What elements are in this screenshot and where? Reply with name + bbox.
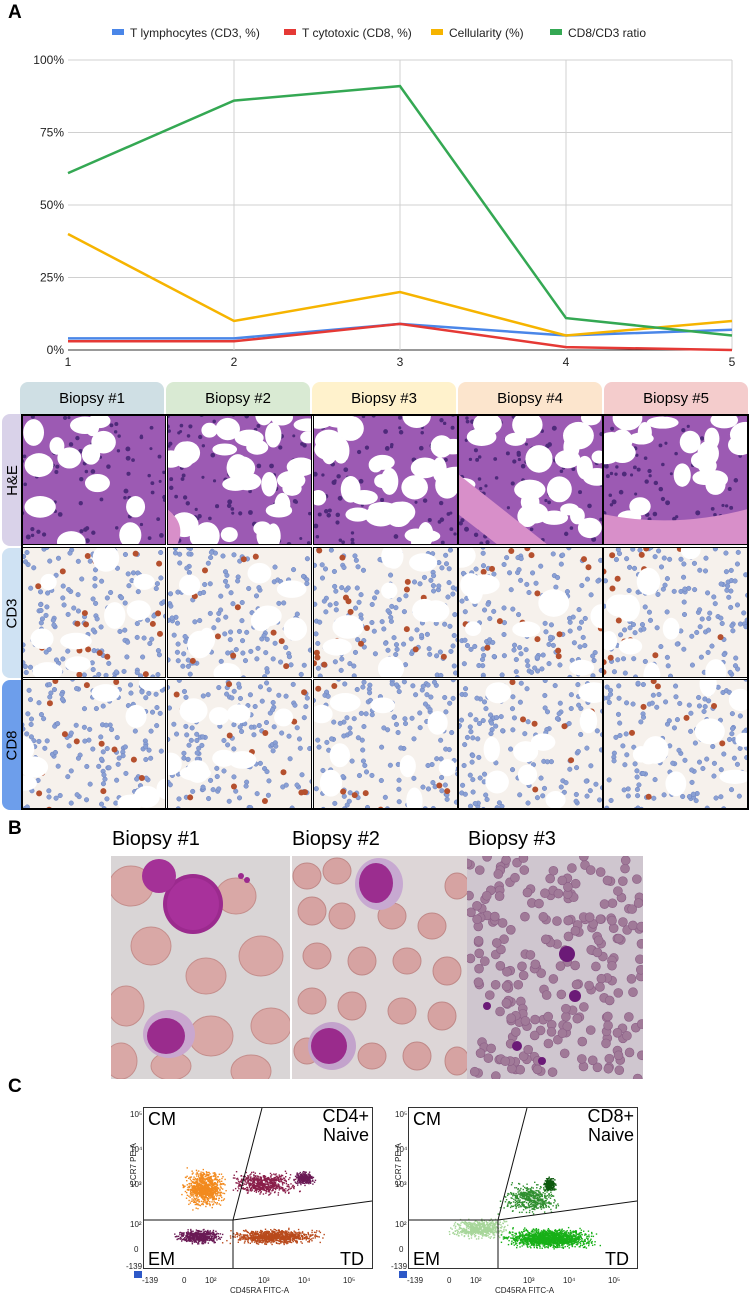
cd8-y-tick-4: 10⁴ [395,1145,408,1154]
cd4-y-tick-3: 10³ [130,1180,142,1189]
flow-plot-cd8: CM CD8+ Naive EM TD [408,1107,638,1269]
y-tick-label: 25% [40,271,64,285]
grid-outline [21,414,749,810]
cd4-x-tick-5: 10⁵ [343,1276,356,1285]
legend-label: Cellularity (%) [449,26,524,40]
x-tick-label: 2 [231,355,238,369]
legend-label: T lymphocytes (CD3, %) [130,26,260,40]
cd4-y-tick-neg: -139 [126,1262,143,1271]
histology-tile-cd8-1 [21,679,166,810]
biopsy-header-1: Biopsy #1 [20,382,164,414]
cd8-y-tick-neg: -139 [391,1262,408,1271]
cd4-x-tick-3: 10³ [258,1276,270,1285]
biopsy-header-5: Biopsy #5 [604,382,748,414]
cd8-x-tick-3: 10³ [523,1276,535,1285]
cd8-x-axis-label: CD45RA FITC-A [495,1286,555,1295]
cd4-y-tick-0: 0 [134,1245,139,1254]
cd8-cm-label: CM [413,1109,441,1129]
cd8-x-tick-neg: -139 [407,1276,424,1285]
y-tick-label: 75% [40,126,64,140]
row-label-he: H&E [2,414,22,546]
smear-label-3: Biopsy #3 [468,828,556,850]
x-tick-label: 1 [65,355,72,369]
cd8-x-tick-4: 10⁴ [563,1276,576,1285]
cd4-x-tick-2: 10² [205,1276,217,1285]
smear-label-1: Biopsy #1 [112,828,200,850]
legend-label: CD8/CD3 ratio [568,26,646,40]
chart-series [67,84,733,352]
series-line [67,84,733,337]
cd8-naive-label: CD8+ Naive [587,1107,634,1145]
histology-tile-cd3-2 [167,547,312,678]
histology-tile-cd3-1 [21,547,166,678]
cd8-y-tick-2: 10² [395,1220,407,1229]
histology-tile-he-2 [167,414,312,545]
smear-image-3 [467,856,643,1079]
y-tick-label: 0% [47,343,65,357]
y-tick-label: 100% [33,53,64,67]
legend-swatch [431,29,443,35]
cd8-y-tick-0: 0 [399,1245,404,1254]
cd4-td-label: TD [340,1249,364,1269]
smear-image-2 [292,856,467,1079]
cd4-naive-label: CD4+ Naive [322,1107,369,1145]
row-label-cd3: CD3 [2,548,22,678]
cd8-x-tick-2: 10² [470,1276,482,1285]
panel-label-b: B [8,818,22,839]
histology-tile-cd8-2 [167,679,312,810]
cd4-cm-label: CM [148,1109,176,1129]
histology-tile-he-5 [603,414,748,545]
cd8-m-marker-icon [399,1271,407,1278]
histology-tile-cd3-3 [313,547,458,678]
line-chart: T lymphocytes (CD3, %) T cytotoxic (CD8, … [33,26,736,369]
cd8-td-label: TD [605,1249,629,1269]
x-tick-label: 3 [397,355,404,369]
cd4-y-tick-4: 10⁴ [130,1145,143,1154]
biopsy-header-2: Biopsy #2 [166,382,310,414]
histology-tile-cd8-5 [603,679,748,810]
cd8-y-tick-5: 10⁵ [395,1110,408,1119]
panel-label-a: A [8,2,22,23]
y-tick-label: 50% [40,198,64,212]
smear-label-2: Biopsy #2 [292,828,380,850]
cd8-x-tick-0: 0 [447,1276,452,1285]
series-line [67,232,733,337]
smear-image-1 [111,856,290,1079]
legend-swatch [112,29,124,35]
panel-label-c: C [8,1076,22,1097]
biopsy-header-3: Biopsy #3 [312,382,456,414]
row-label-cd8: CD8 [2,680,22,810]
y-axis-ticks: 0% 25% 50% 75% 100% [33,53,64,357]
flow-plot-cd4: CM CD4+ Naive EM TD [143,1107,373,1269]
legend-swatch [550,29,562,35]
histology-tile-he-1 [21,414,166,545]
cd8-y-tick-3: 10³ [395,1180,407,1189]
cd8-em-label: EM [413,1249,440,1269]
cd8-x-tick-5: 10⁵ [608,1276,621,1285]
histology-tile-cd3-5 [603,547,748,678]
chart-grid [68,59,733,351]
cd4-x-axis-label: CD45RA FITC-A [230,1286,290,1295]
x-tick-label: 4 [563,355,570,369]
cd4-x-tick-4: 10⁴ [298,1276,311,1285]
cd4-x-tick-neg: -139 [142,1276,159,1285]
histology-tile-cd8-3 [313,679,458,810]
legend-label: T cytotoxic (CD8, %) [302,26,412,40]
cd4-em-label: EM [148,1249,175,1269]
biopsy-header-4: Biopsy #4 [458,382,602,414]
legend-swatch [284,29,296,35]
series-line [68,322,733,352]
x-axis-ticks: 1 2 3 4 5 [65,355,736,369]
cd4-x-tick-0: 0 [182,1276,187,1285]
histology-tile-he-4 [458,414,603,545]
cd4-m-marker-icon [134,1271,142,1278]
histology-tile-cd8-4 [458,679,603,810]
histology-tile-he-3 [313,414,458,545]
cd4-y-tick-2: 10² [130,1220,142,1229]
histology-tile-cd3-4 [458,547,603,678]
cd4-y-tick-5: 10⁵ [130,1110,143,1119]
chart-legend: T lymphocytes (CD3, %) T cytotoxic (CD8, … [112,26,646,40]
x-tick-label: 5 [729,355,736,369]
